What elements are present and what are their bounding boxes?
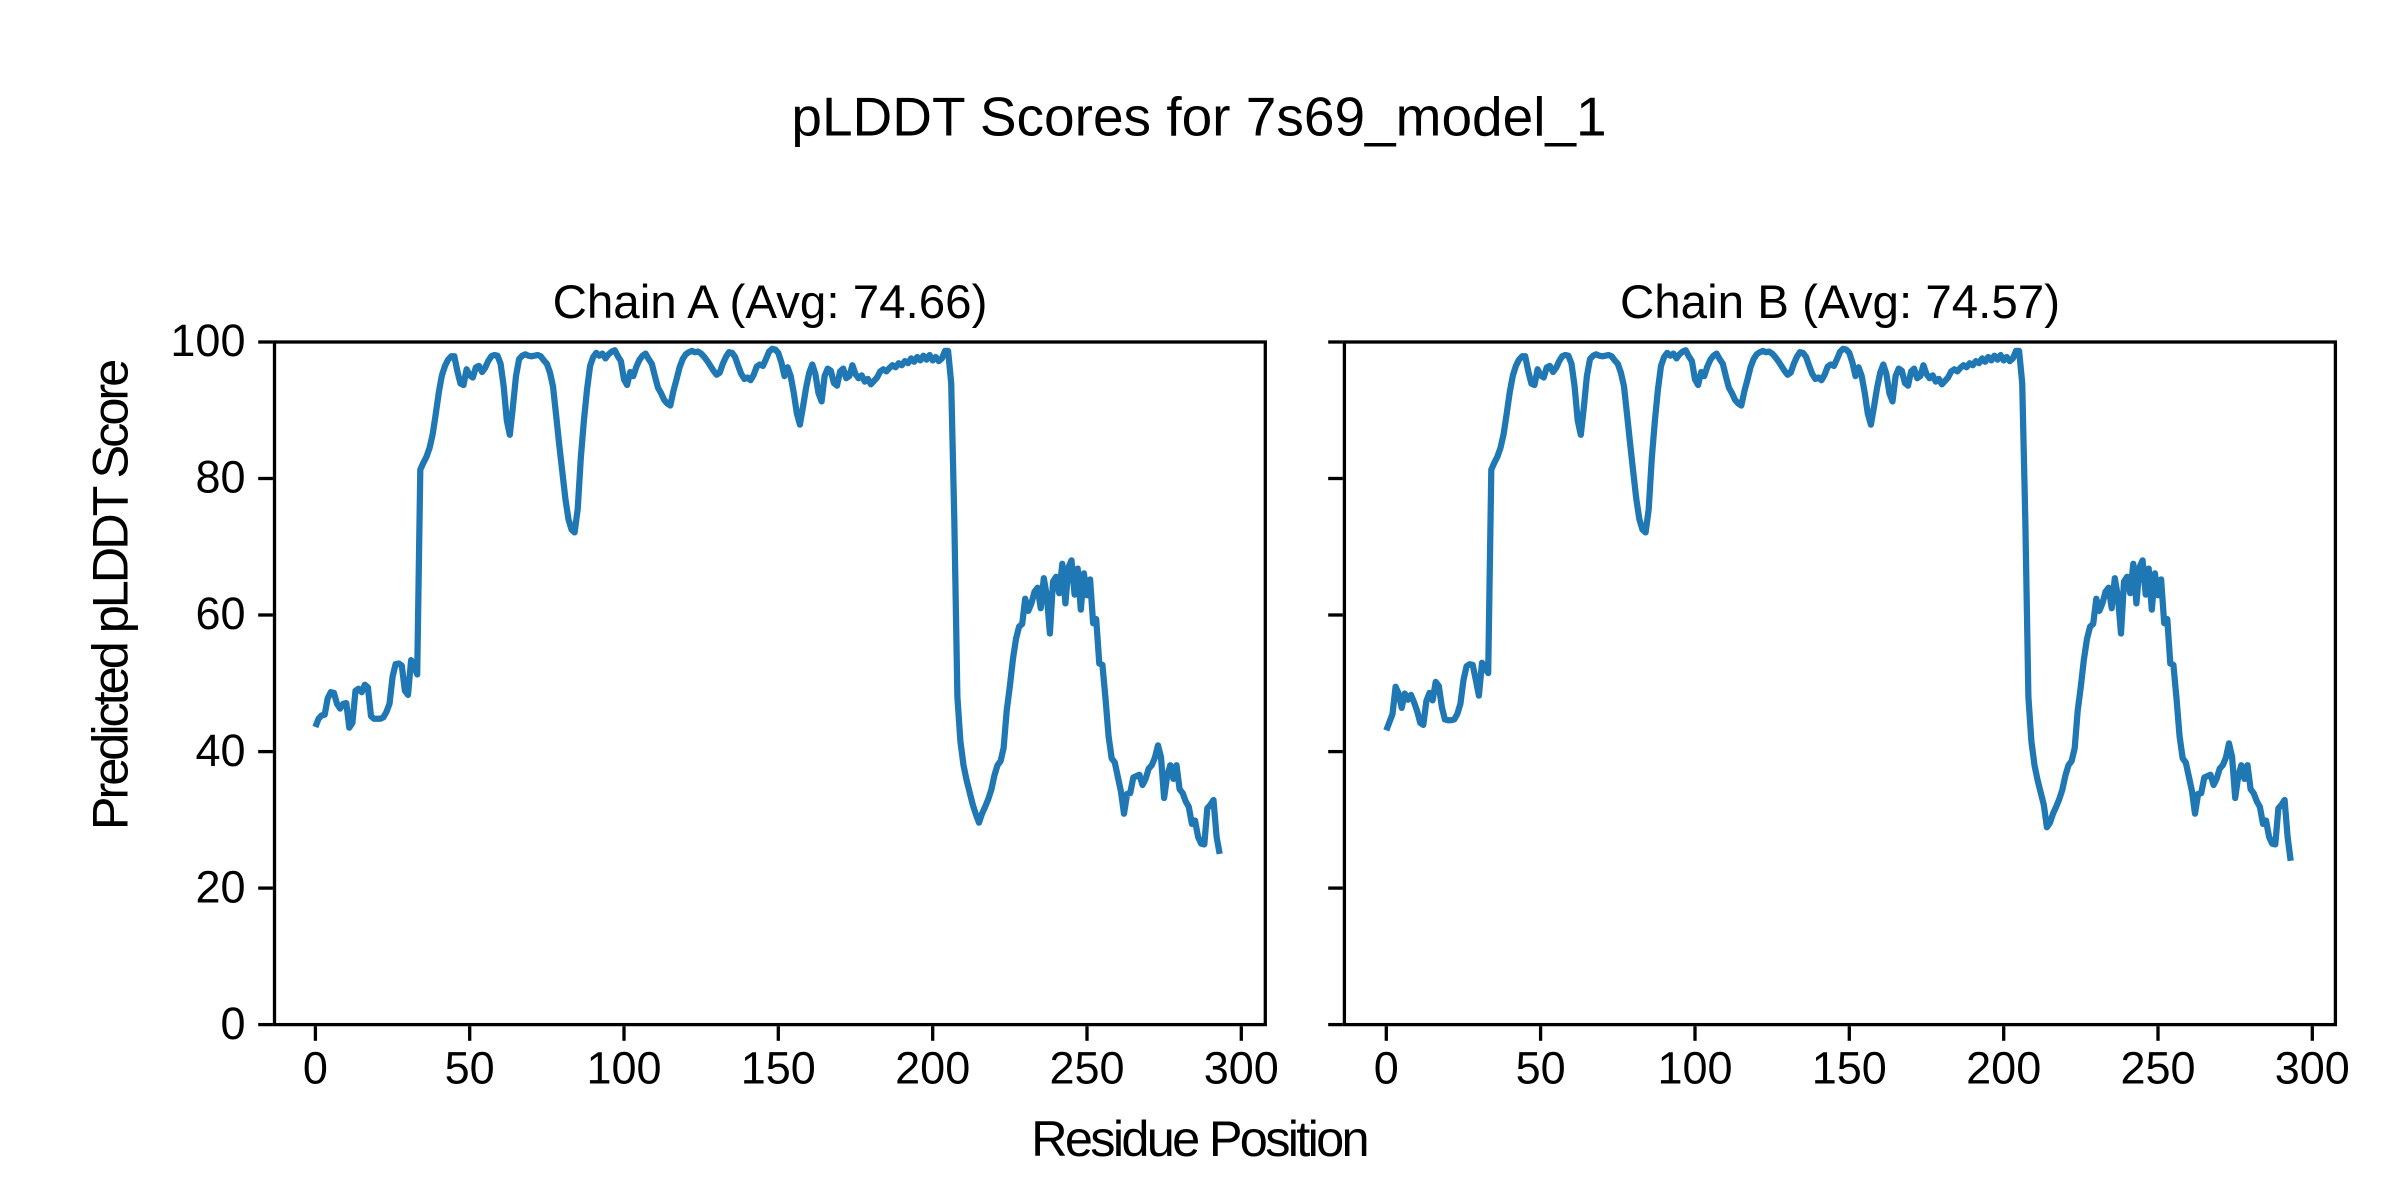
svg-text:pLDDT Scores for 7s69_model_1: pLDDT Scores for 7s69_model_1 bbox=[791, 86, 1606, 148]
svg-text:100: 100 bbox=[586, 1043, 661, 1094]
svg-text:80: 80 bbox=[195, 452, 245, 503]
svg-text:20: 20 bbox=[195, 861, 245, 912]
svg-text:100: 100 bbox=[170, 315, 245, 366]
svg-text:250: 250 bbox=[1049, 1043, 1124, 1094]
svg-text:40: 40 bbox=[195, 725, 245, 776]
svg-text:300: 300 bbox=[1204, 1043, 1279, 1094]
svg-text:200: 200 bbox=[895, 1043, 970, 1094]
svg-text:0: 0 bbox=[303, 1043, 328, 1094]
svg-text:150: 150 bbox=[1812, 1043, 1887, 1094]
svg-text:50: 50 bbox=[445, 1043, 495, 1094]
svg-text:300: 300 bbox=[2275, 1043, 2350, 1094]
svg-text:200: 200 bbox=[1966, 1043, 2041, 1094]
svg-text:150: 150 bbox=[741, 1043, 816, 1094]
svg-text:Chain A (Avg: 74.66): Chain A (Avg: 74.66) bbox=[553, 276, 988, 329]
svg-text:0: 0 bbox=[1374, 1043, 1399, 1094]
svg-text:Predicted pLDDT Score: Predicted pLDDT Score bbox=[82, 361, 139, 830]
svg-text:Chain B (Avg: 74.57): Chain B (Avg: 74.57) bbox=[1620, 276, 2060, 329]
svg-text:60: 60 bbox=[195, 588, 245, 639]
svg-text:0: 0 bbox=[220, 998, 245, 1049]
svg-text:250: 250 bbox=[2120, 1043, 2195, 1094]
svg-text:100: 100 bbox=[1657, 1043, 1732, 1094]
svg-text:50: 50 bbox=[1516, 1043, 1566, 1094]
svg-text:Residue Position: Residue Position bbox=[1031, 1110, 1367, 1167]
